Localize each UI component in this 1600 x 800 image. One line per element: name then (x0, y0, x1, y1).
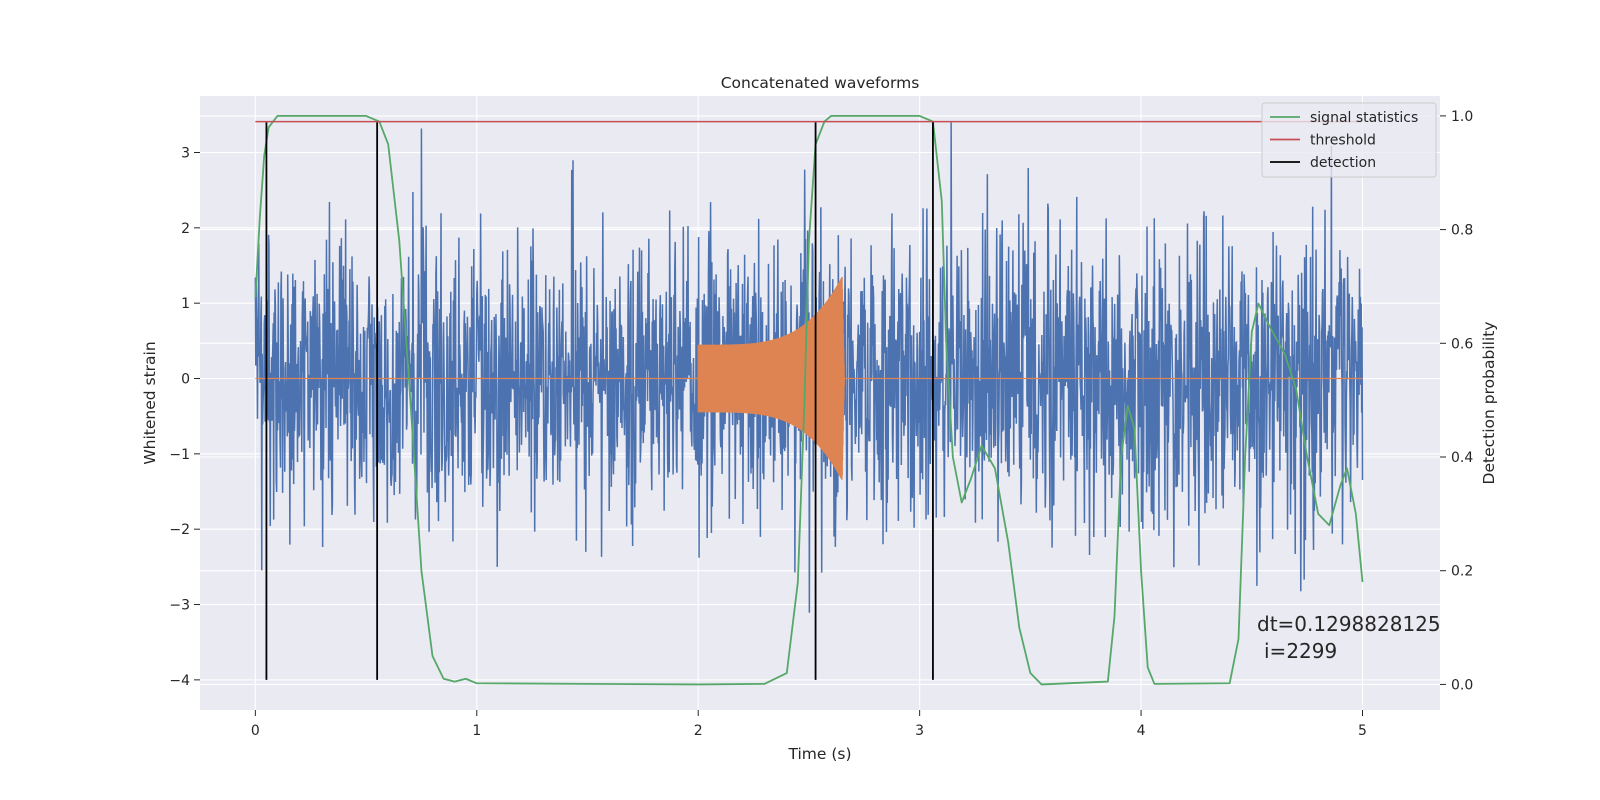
y-tick-label-2: −2 (169, 522, 190, 538)
chart-title: Concatenated waveforms (721, 74, 920, 92)
chirp-signal-line (255, 276, 1363, 480)
legend: signal statistics threshold detection (1261, 102, 1437, 178)
y-tick-label-7: 3 (181, 146, 190, 162)
legend-label-0: signal statistics (1310, 110, 1418, 126)
y-tick-label-5: 1 (181, 296, 190, 312)
y2-tick-label-4: 0.8 (1451, 223, 1473, 239)
x-tick-label-2: 2 (694, 723, 703, 739)
y-tick-label-6: 2 (181, 221, 190, 237)
legend-label-2: detection (1310, 155, 1376, 171)
annotation-dt: dt=0.1298828125 (1257, 612, 1441, 636)
y2-tick-label-5: 1.0 (1451, 109, 1473, 125)
x-tick-label-1: 1 (472, 723, 481, 739)
y2-tick-label-1: 0.2 (1451, 564, 1473, 580)
y-tick-label-0: −4 (169, 673, 190, 689)
x-tick-label-0: 0 (251, 723, 260, 739)
y2-tick-label-3: 0.6 (1451, 336, 1473, 352)
y-tick-label-1: −3 (169, 598, 190, 614)
y2-tick-label-2: 0.4 (1451, 450, 1473, 466)
axes: 0 1 2 3 4 5 −4 −3 −2 −1 0 1 2 3 0.0 0.2 0.4 0.6 0.8 1.0 (169, 109, 1473, 739)
plot-marks (254, 115, 1364, 686)
y2-tick-label-0: 0.0 (1451, 677, 1473, 693)
annotation-index: i=2299 (1264, 639, 1337, 663)
legend-label-1: threshold (1310, 133, 1376, 149)
annotations: dt=0.1298828125 i=2299 (1257, 612, 1441, 663)
signal-statistics-line (254, 115, 1364, 686)
y-tick-label-4: 0 (181, 372, 190, 388)
x-tick-label-5: 5 (1358, 723, 1367, 739)
y-axis-label: Whitened strain (141, 341, 159, 464)
y2-axis-label: Detection probability (1480, 322, 1498, 485)
y-tick-label-3: −1 (169, 447, 190, 463)
noise-series-line (254, 122, 1364, 613)
legend-box (1261, 102, 1437, 178)
x-tick-label-4: 4 (1137, 723, 1146, 739)
x-tick-label-3: 3 (915, 723, 924, 739)
x-axis-label: Time (s) (787, 745, 851, 763)
